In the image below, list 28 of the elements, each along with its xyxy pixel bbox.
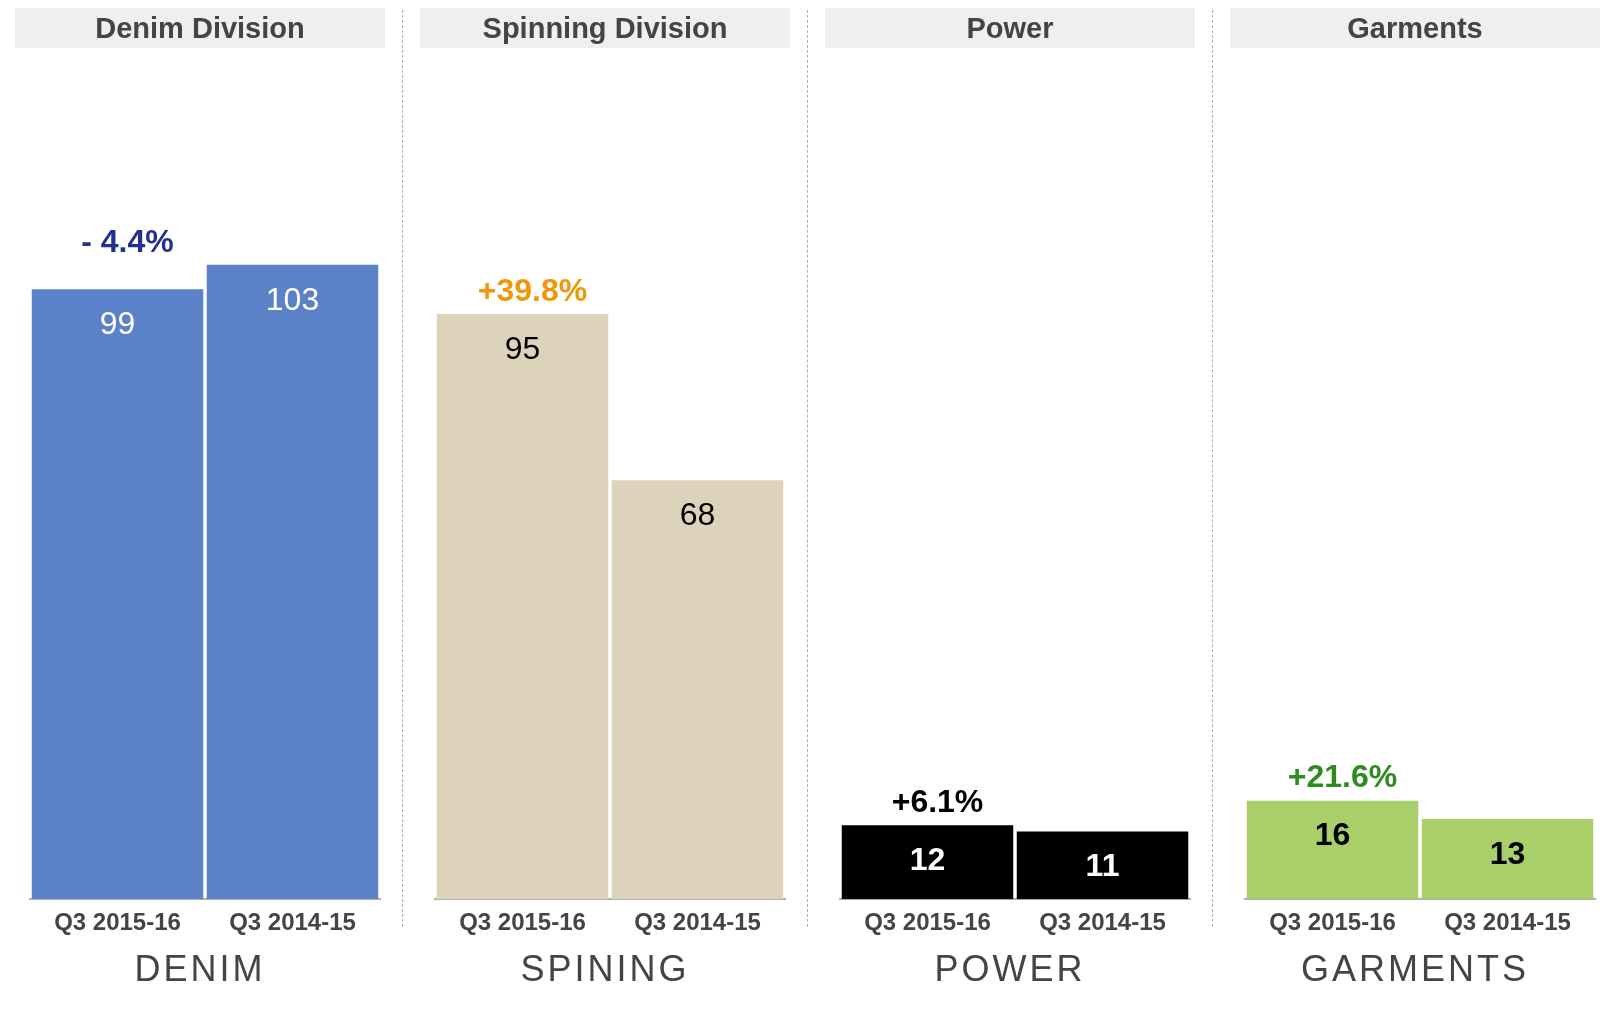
x-tick-label: Q3 2014-15	[1039, 908, 1166, 936]
x-axis-title: POWER	[934, 948, 1086, 990]
x-tick-label: Q3 2014-15	[229, 908, 356, 936]
chart-title: Power	[825, 8, 1195, 48]
chart-title: Spinning Division	[420, 8, 790, 48]
x-axis-title: SPINING	[520, 948, 690, 990]
x-tick-label: Q3 2015-16	[54, 908, 181, 936]
x-axis-title: GARMENTS	[1300, 948, 1529, 990]
data-label: 11	[1085, 847, 1120, 884]
text: +6.1%	[891, 783, 984, 820]
chart-title: Garments	[1230, 8, 1600, 48]
x-tick-label: Q3 2015-16	[459, 908, 586, 936]
text: +39.8%	[477, 271, 588, 308]
x-axis-title: DENIM	[134, 948, 266, 990]
x-tick-label: Q3 2015-16	[864, 908, 991, 936]
data-label: 99	[99, 305, 136, 342]
data-label: 103	[265, 280, 320, 317]
data-label: 12	[909, 841, 946, 878]
x-tick-label: Q3 2015-16	[1269, 908, 1396, 936]
text: - 4.4%	[81, 222, 174, 259]
data-label: 68	[679, 496, 716, 533]
data-label: 95	[504, 329, 541, 366]
chart-title: Denim Division	[15, 8, 385, 48]
x-tick-label: Q3 2014-15	[1444, 908, 1571, 936]
text: +21.6%	[1287, 758, 1398, 795]
data-label: 13	[1489, 834, 1526, 871]
x-tick-label: Q3 2014-15	[634, 908, 761, 936]
data-label: 16	[1314, 816, 1351, 853]
